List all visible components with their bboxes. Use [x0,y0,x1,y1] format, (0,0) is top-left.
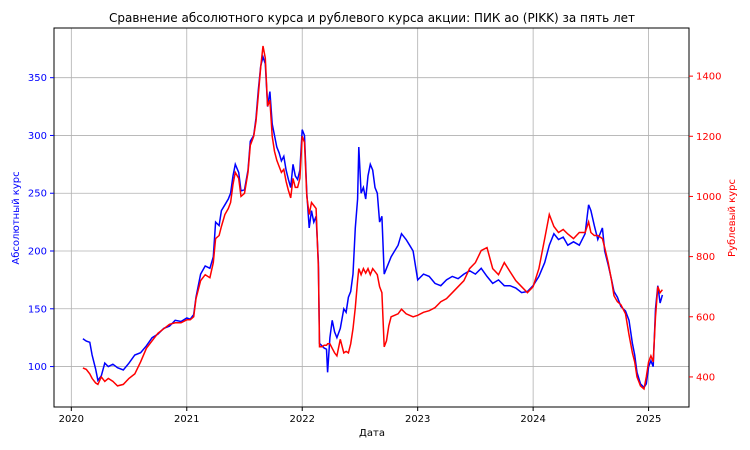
y-left-tick-label: 350 [28,73,47,84]
x-tick-label: 2025 [636,414,661,425]
y-left-tick-label: 100 [28,362,47,373]
y-axis-left: 100 150 200 250 300 350 [28,73,54,373]
chart-title: Сравнение абсолютного курса и рублевого … [109,11,635,25]
series-layer [82,45,664,391]
y-right-tick-label: 1200 [696,132,721,143]
x-tick-label: 2022 [290,414,315,425]
x-tick-label: 2024 [520,414,545,425]
y-right-tick-label: 1400 [696,72,721,83]
y-right-tick-label: 600 [696,312,715,323]
y-right-tick-label: 800 [696,252,715,263]
y-right-tick-label: 400 [696,372,715,383]
y-right-tick-label: 1000 [696,192,721,203]
y-left-tick-label: 250 [28,189,47,200]
y-axis-right-title: Рублевый курс [727,179,738,257]
series-absolute-price-line [82,54,664,389]
y-left-tick-label: 150 [28,304,47,315]
y-axis-left-title: Абсолютный курс [11,171,22,264]
x-tick-label: 2023 [405,414,430,425]
x-tick-label: 2020 [59,414,84,425]
y-axis-right: 400 600 800 1000 1200 1400 [689,72,721,383]
grid [54,28,689,407]
x-axis-title: Дата [359,428,385,439]
y-left-tick-label: 300 [28,131,47,142]
series-ruble-price-line [82,45,663,391]
x-axis: 2020 2021 2022 2023 2024 2025 [59,407,661,425]
y-left-tick-label: 200 [28,247,47,258]
plot-frame [53,27,690,408]
x-tick-label: 2021 [174,414,199,425]
